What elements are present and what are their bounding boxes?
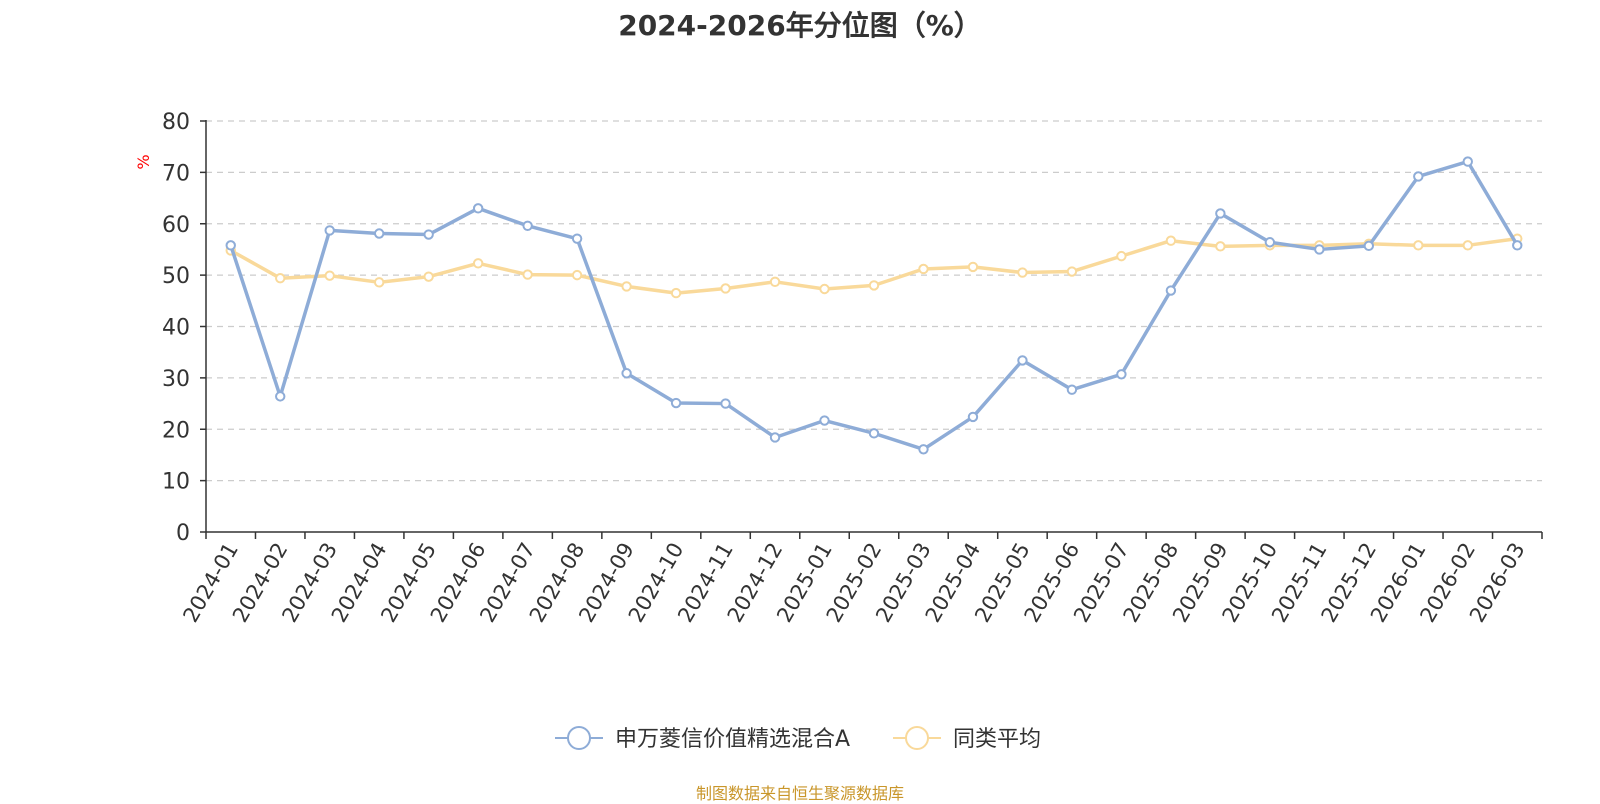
legend-label: 同类平均 <box>953 727 1041 752</box>
series-2-point[interactable] <box>720 283 731 294</box>
series-2-point[interactable] <box>423 271 434 282</box>
series-1-point[interactable] <box>324 225 335 236</box>
y-tick-label: 50 <box>162 264 190 289</box>
series-1-point[interactable] <box>1462 156 1473 167</box>
series-1-point[interactable] <box>720 398 731 409</box>
axes: 01020304050607080%2024-012024-022024-032… <box>134 110 1543 626</box>
series-1-point[interactable] <box>1215 208 1226 219</box>
legend-swatch-marker <box>567 726 591 750</box>
series-2-point[interactable] <box>1215 241 1226 252</box>
series-1-point[interactable] <box>1066 384 1078 395</box>
series-2-point[interactable] <box>621 281 632 292</box>
series-1-point[interactable] <box>472 203 484 214</box>
series-1-point[interactable] <box>1512 240 1523 251</box>
y-tick-label: 30 <box>162 367 190 392</box>
series-2-point[interactable] <box>571 269 583 281</box>
legend-label: 申万菱信价值精选混合A <box>615 727 850 752</box>
series-2-point[interactable] <box>1116 250 1127 262</box>
y-tick-label: 80 <box>162 110 190 135</box>
series-2-point[interactable] <box>1165 235 1177 246</box>
legend-swatch-marker <box>905 726 929 750</box>
series-line-1 <box>229 159 1519 452</box>
series-1-point[interactable] <box>225 240 236 251</box>
series-1-point[interactable] <box>819 415 830 426</box>
series-1-point[interactable] <box>373 228 385 239</box>
series-1-point[interactable] <box>621 368 632 379</box>
series-1-point[interactable] <box>1017 355 1028 366</box>
series-2-point[interactable] <box>1066 266 1078 277</box>
legend-item-1[interactable]: 申万菱信价值精选混合A <box>555 726 850 752</box>
series-2-point[interactable] <box>918 263 929 275</box>
series-1-point[interactable] <box>423 229 434 240</box>
series-2-point[interactable] <box>522 269 533 280</box>
y-tick-label: 10 <box>162 470 190 495</box>
series-2-point[interactable] <box>868 280 880 291</box>
series-2-point[interactable] <box>373 277 385 288</box>
grid-lines <box>206 120 1542 482</box>
series-2-point[interactable] <box>472 258 484 269</box>
y-tick-label: 40 <box>162 316 190 341</box>
chart-title: 2024-2026年分位图（%） <box>618 9 982 42</box>
legend[interactable]: 申万菱信价值精选混合A 同类平均 <box>555 726 1041 752</box>
series-1-point[interactable] <box>1165 285 1177 296</box>
series-1-point[interactable] <box>275 391 286 402</box>
series-1-point[interactable] <box>670 397 682 409</box>
y-tick-label: 70 <box>162 161 190 186</box>
series-2-point[interactable] <box>275 273 286 284</box>
series-lines <box>225 156 1523 455</box>
series-2-point[interactable] <box>324 270 335 281</box>
y-tick-label: 0 <box>176 521 190 546</box>
series-2-point[interactable] <box>769 276 781 288</box>
series-1-point[interactable] <box>1116 369 1127 380</box>
series-1-point[interactable] <box>967 411 979 423</box>
series-1-point[interactable] <box>522 220 533 232</box>
series-1-point[interactable] <box>868 428 880 439</box>
series-2-point[interactable] <box>1462 240 1473 251</box>
series-2-point[interactable] <box>1017 267 1028 278</box>
series-1-point[interactable] <box>918 444 929 455</box>
series-2-point[interactable] <box>670 287 682 299</box>
series-1-point[interactable] <box>769 432 781 443</box>
y-axis-unit-label: % <box>134 154 153 169</box>
y-tick-label: 60 <box>162 213 190 238</box>
series-2-point[interactable] <box>967 261 979 273</box>
y-tick-label: 20 <box>162 418 190 443</box>
series-1-point[interactable] <box>1413 171 1424 182</box>
series-2-point[interactable] <box>1413 240 1424 251</box>
series-2-point[interactable] <box>819 283 830 295</box>
data-source-note: 制图数据来自恒生聚源数据库 <box>695 784 904 803</box>
series-1-point[interactable] <box>571 233 583 244</box>
series-1-point[interactable] <box>1314 244 1325 255</box>
legend-item-2[interactable]: 同类平均 <box>893 726 1041 752</box>
series-1-point[interactable] <box>1363 240 1375 252</box>
series-1-point[interactable] <box>1264 237 1276 248</box>
